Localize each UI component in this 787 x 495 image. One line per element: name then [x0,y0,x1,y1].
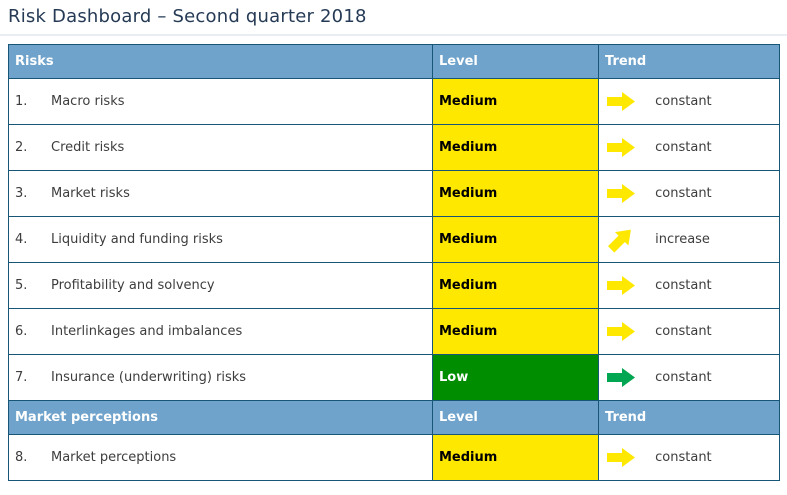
trend-arrow-icon [607,184,635,203]
risk-number: 5. [15,278,28,293]
trend-cell: constant [598,262,780,309]
risk-cell: 2. Credit risks [8,124,433,171]
risk-number: 3. [15,186,28,201]
trend-arrow-icon [607,92,635,111]
level-cell: Medium [432,78,599,125]
table-row: 2. Credit risks Medium constant [8,124,780,171]
risk-number: 7. [15,370,28,385]
risk-name: Liquidity and funding risks [51,232,223,247]
trend-cell: constant [598,78,780,125]
level-cell: Medium [432,262,599,309]
trend-label: constant [655,450,712,465]
level-label: Medium [439,94,498,109]
table-row: 7. Insurance (underwriting) risks Low con… [8,354,780,401]
level-label: Medium [439,140,498,155]
risk-number: 6. [15,324,28,339]
level-cell: Medium [432,216,599,263]
risk-cell: 8. Market perceptions [8,434,433,481]
trend-label: constant [655,94,712,109]
level-label: Medium [439,232,498,247]
level-label: Low [439,370,469,385]
level-label: Medium [439,450,498,465]
trend-arrow-up-icon [607,229,635,253]
level-label: Medium [439,186,498,201]
risk-number: 2. [15,140,28,155]
risk-name: Credit risks [51,140,125,155]
trend-arrow-icon [607,368,635,387]
risk-name: Market risks [51,186,130,201]
level-cell: Low [432,354,599,401]
risk-cell: 6. Interlinkages and imbalances [8,308,433,355]
risk-cell: 1. Macro risks [8,78,433,125]
trend-label: constant [655,370,712,385]
level-cell: Medium [432,308,599,355]
risk-cell: 3. Market risks [8,170,433,217]
risk-cell: 4. Liquidity and funding risks [8,216,433,263]
level-cell: Medium [432,170,599,217]
trend-arrow-icon [607,448,635,467]
risk-name: Profitability and solvency [51,278,215,293]
trend-label: constant [655,324,712,339]
risk-name: Interlinkages and imbalances [51,324,243,339]
title-divider [0,34,787,36]
column-header-trend: Trend [598,44,780,79]
column-header-market-perceptions: Market perceptions [8,400,433,435]
trend-label: increase [655,232,710,247]
trend-arrow-icon [607,138,635,157]
risk-name: Market perceptions [51,450,177,465]
table-row: 8. Market perceptions Medium constant [8,434,780,481]
column-header-risks: Risks [8,44,433,79]
header-row-market-perceptions: Market perceptions Level Trend [8,400,780,435]
risk-cell: 5. Profitability and solvency [8,262,433,309]
trend-cell: constant [598,170,780,217]
level-cell: Medium [432,434,599,481]
column-header-level: Level [432,400,599,435]
table-row: 6. Interlinkages and imbalances Medium co… [8,308,780,355]
trend-arrow-icon [607,322,635,341]
trend-cell: increase [598,216,780,263]
table-row: 1. Macro risks Medium constant [8,78,780,125]
trend-label: constant [655,278,712,293]
header-row-risks: Risks Level Trend [8,44,780,79]
table-row: 4. Liquidity and funding risks Medium inc… [8,216,780,263]
risk-number: 4. [15,232,28,247]
table-row: 3. Market risks Medium constant [8,170,780,217]
risk-number: 8. [15,450,28,465]
trend-cell: constant [598,434,780,481]
risk-cell: 7. Insurance (underwriting) risks [8,354,433,401]
trend-arrow-icon [607,276,635,295]
table-row: 5. Profitability and solvency Medium cons… [8,262,780,309]
column-header-trend: Trend [598,400,780,435]
level-cell: Medium [432,124,599,171]
trend-cell: constant [598,354,780,401]
column-header-level: Level [432,44,599,79]
trend-label: constant [655,140,712,155]
trend-label: constant [655,186,712,201]
trend-cell: constant [598,124,780,171]
page-title: Risk Dashboard – Second quarter 2018 [8,6,367,27]
risk-number: 1. [15,94,28,109]
trend-cell: constant [598,308,780,355]
level-label: Medium [439,324,498,339]
level-label: Medium [439,278,498,293]
risk-table: Risks Level Trend 1. Macro risks Medium c… [8,44,780,481]
risk-name: Insurance (underwriting) risks [51,370,247,385]
risk-name: Macro risks [51,94,125,109]
